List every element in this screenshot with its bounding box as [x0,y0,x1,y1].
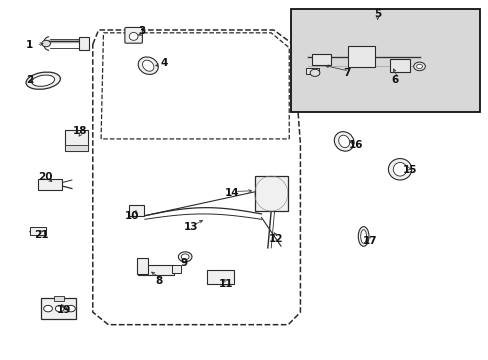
Circle shape [309,69,319,76]
Bar [254,176,287,211]
Text: 19: 19 [56,305,71,315]
Text: 18: 18 [73,126,87,136]
Ellipse shape [387,158,411,180]
Circle shape [43,305,52,312]
Circle shape [413,62,425,71]
Text: 10: 10 [124,211,139,221]
Circle shape [66,305,75,312]
Ellipse shape [334,132,353,151]
Bar [389,59,409,72]
Bar [38,179,62,190]
Bar [206,270,233,284]
Text: 13: 13 [183,222,198,232]
FancyBboxPatch shape [124,27,142,43]
Ellipse shape [142,60,154,71]
Ellipse shape [32,75,55,86]
Bar [54,296,63,301]
Ellipse shape [26,72,60,89]
Bar [306,68,318,74]
Text: 21: 21 [35,230,49,240]
Text: 5: 5 [373,9,381,19]
Ellipse shape [338,135,349,148]
Ellipse shape [392,162,406,176]
Text: 15: 15 [402,165,416,175]
Bar [30,227,45,235]
Text: 7: 7 [342,68,349,78]
Circle shape [181,254,189,260]
Text: 9: 9 [180,258,187,268]
Text: 1: 1 [26,40,33,50]
Circle shape [178,252,192,262]
Ellipse shape [360,230,366,243]
Bar [311,54,330,64]
Circle shape [55,305,64,312]
Bar [137,258,147,274]
Bar [172,265,181,273]
Text: 4: 4 [160,58,167,68]
Bar [347,46,374,67]
Text: 12: 12 [268,234,283,244]
Bar [41,298,76,319]
Text: 20: 20 [38,172,52,182]
Bar [65,145,88,151]
Circle shape [41,40,50,47]
Text: 6: 6 [391,75,398,85]
Bar [290,9,479,112]
Bar [138,265,174,275]
Text: 2: 2 [26,75,33,85]
Text: 8: 8 [156,276,163,286]
Text: 3: 3 [139,26,146,36]
Ellipse shape [358,226,368,246]
Text: 14: 14 [224,188,239,198]
Bar [79,37,89,50]
Bar [65,130,88,152]
Bar [129,205,143,216]
Ellipse shape [129,32,138,40]
Text: 17: 17 [362,236,376,246]
Text: 11: 11 [218,279,233,289]
Circle shape [416,64,422,68]
Text: 16: 16 [348,140,363,150]
Ellipse shape [138,57,158,75]
